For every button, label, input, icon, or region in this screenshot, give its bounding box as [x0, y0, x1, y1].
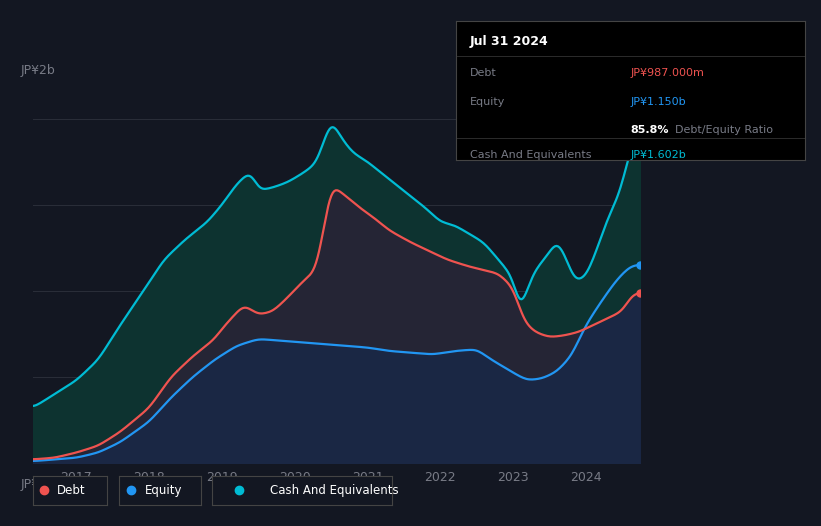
Text: Debt: Debt	[470, 68, 497, 78]
Text: Cash And Equivalents: Cash And Equivalents	[269, 484, 398, 497]
Text: 85.8%: 85.8%	[631, 125, 668, 135]
Text: Equity: Equity	[145, 484, 183, 497]
Text: JP¥987.000m: JP¥987.000m	[631, 68, 704, 78]
Text: JP¥2b: JP¥2b	[21, 64, 56, 77]
Text: JP¥0: JP¥0	[21, 478, 48, 491]
Text: Equity: Equity	[470, 97, 505, 107]
Text: JP¥1.602b: JP¥1.602b	[631, 150, 686, 160]
Text: Debt: Debt	[57, 484, 85, 497]
Text: Jul 31 2024: Jul 31 2024	[470, 35, 548, 48]
Text: Debt/Equity Ratio: Debt/Equity Ratio	[676, 125, 773, 135]
Text: Cash And Equivalents: Cash And Equivalents	[470, 150, 591, 160]
Text: JP¥1.150b: JP¥1.150b	[631, 97, 686, 107]
